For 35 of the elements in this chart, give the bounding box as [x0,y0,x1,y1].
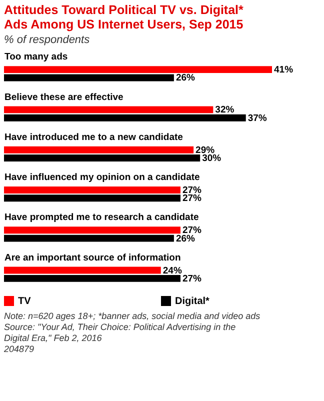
text: Note: n=620 ages 18+; *banner ads, social media and video ads [4,311,261,321]
data-label: 26% [176,233,196,244]
y-tick-label: Have prompted me to research a candidate [4,212,199,224]
bar [4,154,200,162]
bar [4,234,174,242]
bar [4,66,272,74]
data-label: 32% [215,104,235,116]
source-note: Source: "Your Ad, Their Choice: Political Advertising in the Digital Era," Feb 2, 2016 [4,322,236,343]
bar [4,266,161,274]
legend-label: Digital* [175,296,210,307]
data-label: 30% [202,153,222,164]
legend-label: TV [18,296,32,307]
data-label: 26% [176,72,196,84]
bar [4,74,174,82]
y-tick-label: Are an important source of information [4,252,181,264]
data-label: 27% [182,193,202,204]
bar [4,274,180,282]
data-label: 27% [182,184,202,196]
bar [4,146,194,154]
data-label: 37% [248,112,268,124]
y-tick-label: Have influenced my opinion on a candidate [4,172,200,184]
bar [4,114,246,122]
y-tick-label: Believe these are effective [4,92,124,103]
bar [4,106,214,114]
y-tick-label: Have introduced me to a new candidate [4,132,183,143]
bar [4,186,180,194]
text: 204879 [3,344,34,354]
data-label: 24% [162,265,182,276]
y-tick-label: Too many ads [4,52,68,63]
bar [4,194,180,202]
chart-subtitle: % of respondents [4,34,90,46]
data-label: 41% [274,64,294,76]
data-label: 27% [182,273,202,284]
bar [4,226,180,234]
chart-title: Attitudes Toward Political TV vs. Digital* Ads Among US Internet Users, Sep 2015 [4,3,244,32]
